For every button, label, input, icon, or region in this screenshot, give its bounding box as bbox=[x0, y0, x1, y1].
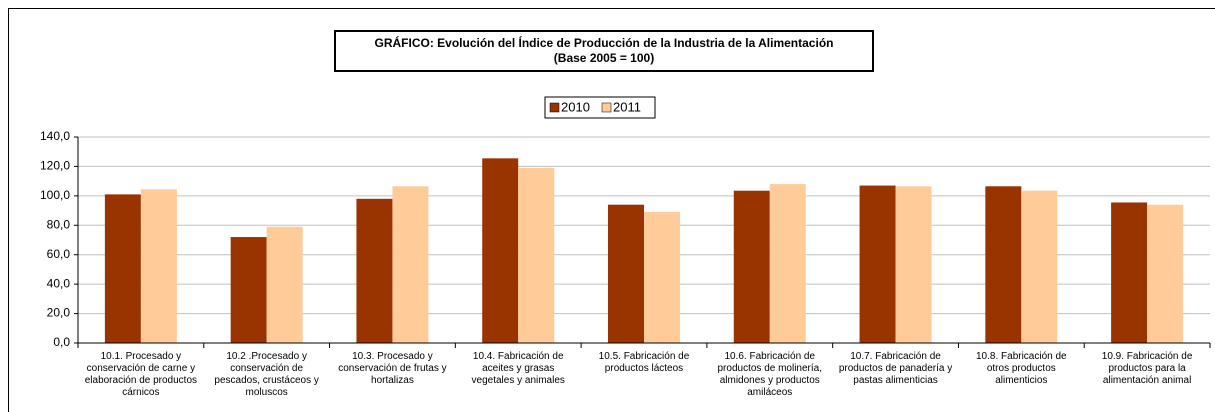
bar bbox=[733, 190, 770, 343]
legend-box bbox=[544, 96, 656, 119]
bar bbox=[482, 158, 519, 343]
legend-label: 2010 bbox=[561, 99, 590, 114]
bar bbox=[518, 167, 555, 343]
bar bbox=[140, 189, 177, 343]
bar bbox=[104, 194, 141, 343]
bar bbox=[230, 237, 267, 343]
bar bbox=[608, 204, 644, 343]
y-tick-label: 120,0 bbox=[40, 159, 70, 173]
x-tick-label: 10.1. Procesado y conservación de carne … bbox=[84, 351, 198, 398]
legend-swatch bbox=[601, 102, 612, 113]
x-tick-label: 10.7. Fabricación de productos de panade… bbox=[838, 351, 953, 386]
subtitle: (Base 2005 = 100) bbox=[553, 51, 655, 65]
bar bbox=[859, 185, 896, 343]
title-line: GRÁFICO: Evolución del Índice de Producc… bbox=[374, 36, 834, 50]
bar bbox=[895, 186, 932, 343]
x-tick-label: 10.2 .Procesado y conservación de pescad… bbox=[214, 351, 319, 398]
x-tick-label: 10.5. Fabricación de productos lácteos bbox=[598, 351, 690, 374]
chart-border bbox=[8, 8, 1215, 412]
x-tick-label: 10.8. Fabricación de otros productos ali… bbox=[976, 351, 1067, 386]
bar bbox=[985, 186, 1022, 343]
y-tick-label: 20,0 bbox=[47, 306, 71, 320]
bar bbox=[769, 184, 806, 343]
y-tick-label: 80,0 bbox=[47, 217, 71, 231]
x-tick-label: 10.3. Procesado y conservación de frutas… bbox=[338, 351, 447, 386]
x-tick-label: 10.4. Fabricación de aceites y grasas ve… bbox=[471, 351, 565, 386]
y-tick-label: 100,0 bbox=[40, 188, 70, 202]
bar bbox=[392, 186, 429, 343]
legend-swatch bbox=[549, 102, 560, 113]
x-tick-label: 10.9. Fabricación de productos para la a… bbox=[1101, 351, 1193, 386]
legend-label: 2011 bbox=[613, 99, 641, 114]
y-tick-label: 0,0 bbox=[53, 335, 70, 349]
y-tick-label: 60,0 bbox=[47, 247, 71, 261]
bar bbox=[1147, 204, 1184, 343]
y-tick-label: 140,0 bbox=[40, 129, 70, 143]
bar bbox=[644, 212, 680, 343]
bar bbox=[356, 198, 393, 343]
bar bbox=[1111, 202, 1148, 343]
chart-title: GRÁFICO: Evolución del Índice de Producc… bbox=[334, 30, 874, 72]
bar bbox=[1021, 190, 1058, 343]
x-tick-label: 10.6. Fabricación de productos de moline… bbox=[717, 351, 823, 398]
y-tick-label: 40,0 bbox=[47, 276, 71, 290]
bar bbox=[266, 226, 303, 343]
